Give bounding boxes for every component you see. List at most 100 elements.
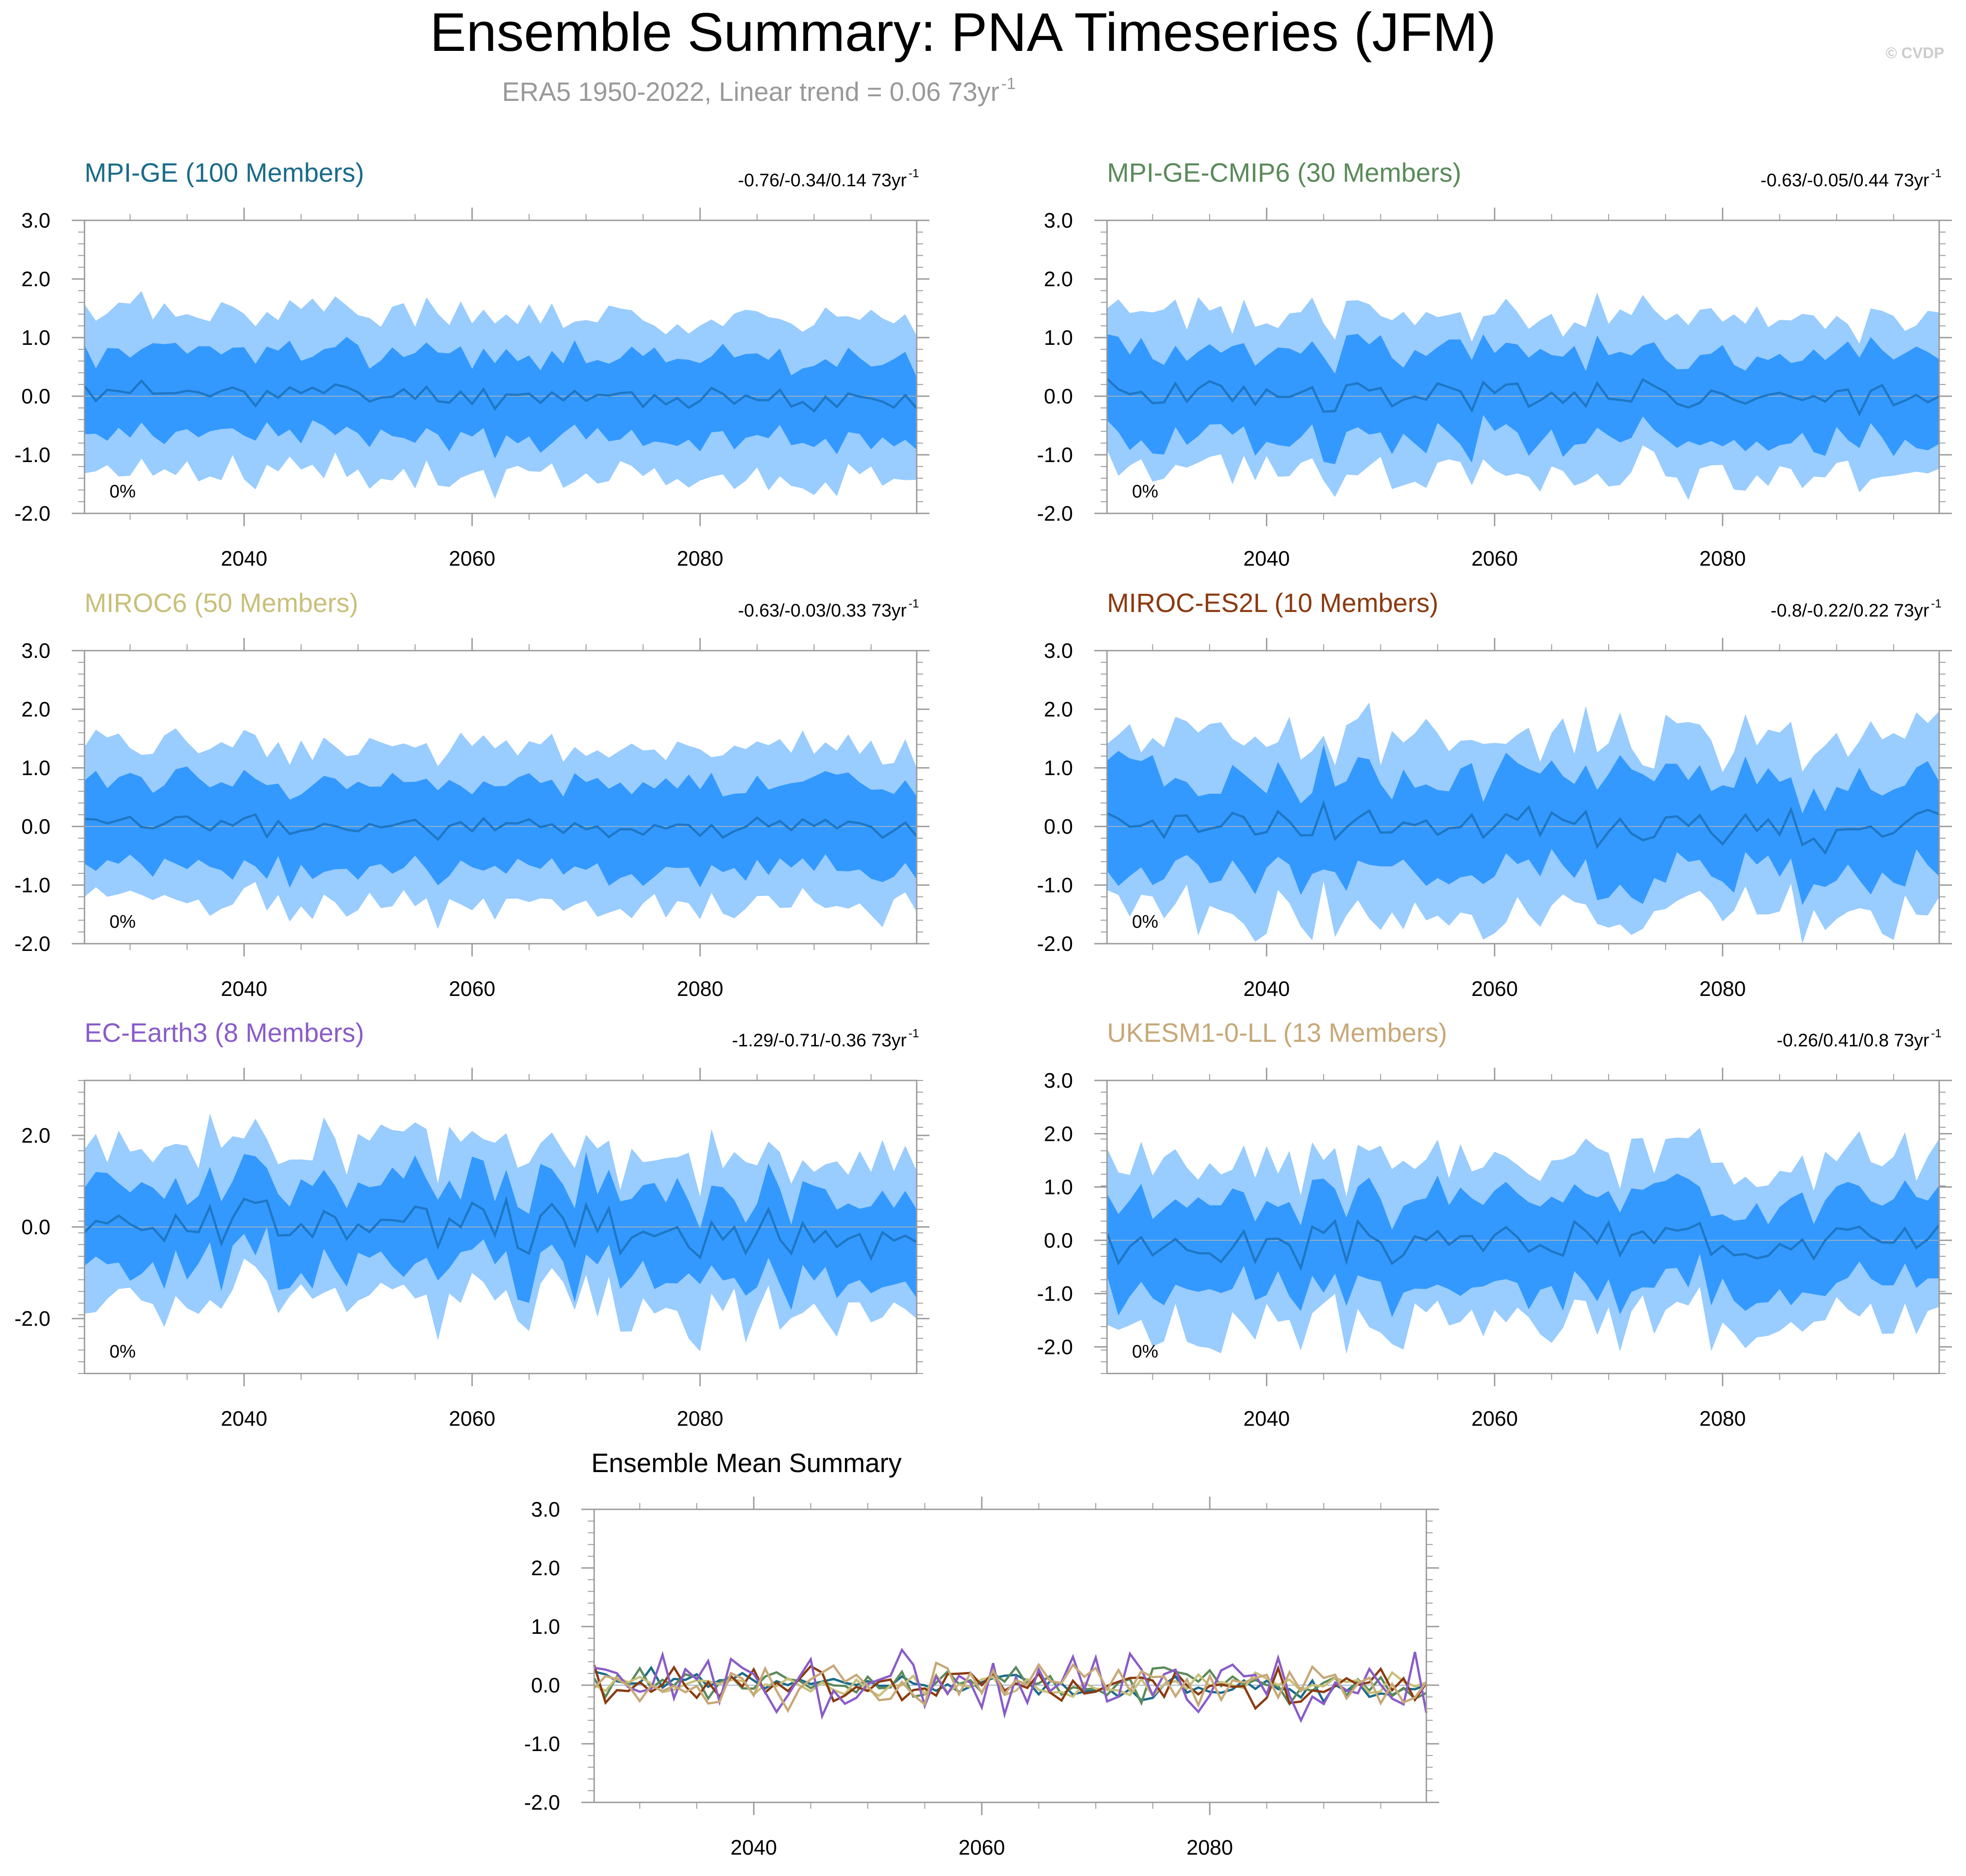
trend-label-sup: -1 [1931,597,1941,610]
y-tick-label: 3.0 [1044,639,1073,662]
y-tick-label: 0.0 [21,1215,50,1239]
y-tick-label: 2.0 [1044,1122,1073,1145]
percent-label: 0% [109,1342,136,1362]
x-tick-label: 2040 [1243,977,1290,1000]
x-tick-label: 2060 [958,1836,1005,1859]
y-tick-label: -1.0 [1037,873,1073,897]
x-tick-label: 2080 [1699,547,1746,570]
panel-title: MPI-GE-CMIP6 (30 Members) [1107,158,1461,188]
trend-label: -0.63/-0.03/0.33 73yr [738,601,907,621]
plot-frame [593,1508,1427,1803]
y-tick-label: 0.0 [1044,1229,1073,1252]
x-tick-label: 2060 [1471,977,1518,1000]
x-tick-label: 2040 [1243,547,1290,570]
percent-label: 0% [1132,482,1158,502]
panel-title: MPI-GE (100 Members) [84,158,364,188]
y-tick-label: -2.0 [15,932,50,955]
trend-label: -1.29/-0.71/-0.36 73yr [732,1030,907,1050]
trend-label-sup: -1 [909,1026,919,1040]
ensemble-mean-line [84,1195,918,1261]
inner-band [1107,744,1939,906]
y-tick-label: 3.0 [531,1498,560,1521]
x-tick-label: 2040 [730,1836,777,1859]
x-tick-label: 2040 [1243,1407,1290,1430]
percent-label: 0% [109,482,136,502]
y-tick-label: 1.0 [21,756,50,780]
y-tick-label: -2.0 [1037,1335,1073,1358]
y-tick-label: -2.0 [15,1307,50,1330]
y-tick-label: 3.0 [1044,1069,1073,1092]
ensemble-mean-line [1106,378,1940,417]
subtitle-text: ERA5 1950-2022, Linear trend = 0.06 73yr [502,77,999,107]
y-tick-label: 2.0 [1044,697,1073,721]
y-tick-label: -1.0 [15,873,50,897]
y-tick-label: -2.0 [15,502,50,525]
y-tick-label: 0.0 [1044,384,1073,408]
plot-frame [1106,1080,1940,1374]
y-tick-label: -2.0 [1037,502,1073,525]
ensemble-mean-line [1106,1219,1940,1271]
y-tick-label: -2.0 [524,1791,560,1814]
plot-frame [1106,219,1940,514]
panel-7: Ensemble Mean Summary -2.0 -1.0 0.0 1.0 2.0 3.… [524,1448,1439,1859]
trend-label-sup: -1 [1931,166,1941,180]
y-tick-label: 0.0 [1044,815,1073,838]
panel-title: UKESM1-0-LL (13 Members) [1107,1018,1447,1048]
percent-label: 0% [1132,1342,1158,1362]
y-tick-label: 2.0 [21,697,50,721]
trend-label-sup: -1 [909,597,919,610]
trend-label: -0.76/-0.34/0.14 73yr [738,170,907,190]
panel-1: MPI-GE (100 Members) -0.76/-0.34/0.14 73y… [15,158,929,570]
y-tick-label: 0.0 [531,1673,560,1697]
figure-title: Ensemble Summary: PNA Timeseries (JFM) [430,2,1496,63]
x-tick-label: 2080 [1187,1836,1233,1859]
trend-label: -0.26/0.41/0.8 73yr [1777,1030,1929,1050]
x-tick-label: 2040 [221,1407,267,1430]
panel-title: MIROC6 (50 Members) [84,588,358,618]
y-tick-label: 0.0 [21,384,50,408]
x-tick-label: 2060 [449,547,495,570]
y-tick-label: 3.0 [21,209,50,232]
y-tick-label: -1.0 [524,1732,560,1756]
x-tick-label: 2080 [677,547,723,570]
x-tick-label: 2040 [221,547,267,570]
y-tick-label: -1.0 [1037,1282,1073,1305]
panel-title: EC-Earth3 (8 Members) [84,1018,364,1048]
x-tick-label: 2040 [221,977,267,1000]
y-tick-label: 3.0 [1044,209,1073,232]
y-tick-label: 2.0 [21,1124,50,1147]
ensemble-mean-line [1106,800,1940,855]
panels: MPI-GE (100 Members) -0.76/-0.34/0.14 73y… [15,158,1952,1859]
percent-label: 0% [109,912,136,932]
percent-label: 0% [1132,912,1158,932]
inner-band [84,1152,917,1310]
panel-4: MIROC-ES2L (10 Members) -0.8/-0.22/0.22 7… [1037,588,1952,1000]
trend-label-sup: -1 [1931,1026,1941,1040]
y-tick-label: 2.0 [531,1556,560,1580]
y-tick-label: 1.0 [21,326,50,349]
series-line-ukesm1-0-ll [593,1661,1428,1713]
y-tick-label: 1.0 [531,1615,560,1638]
y-tick-label: -1.0 [15,443,50,467]
y-tick-label: -2.0 [1037,932,1073,955]
x-tick-label: 2060 [1471,1407,1518,1430]
x-tick-label: 2060 [1471,547,1518,570]
plot-frame [1106,650,1940,945]
y-tick-label: 0.0 [21,815,50,838]
x-tick-label: 2080 [1699,977,1746,1000]
y-tick-label: 2.0 [1044,267,1073,291]
panel-6: UKESM1-0-LL (13 Members) -0.26/0.41/0.8 7… [1037,1018,1952,1430]
y-tick-label: 1.0 [1044,326,1073,349]
x-tick-label: 2060 [449,1407,495,1430]
subtitle-superscript: -1 [1001,74,1016,93]
panel-3: MIROC6 (50 Members) -0.63/-0.03/0.33 73yr… [15,588,929,1000]
panel-title: MIROC-ES2L (10 Members) [1107,588,1438,618]
x-tick-label: 2080 [1699,1407,1746,1430]
figure-subtitle: ERA5 1950-2022, Linear trend = 0.06 73yr [502,77,999,107]
y-tick-label: 1.0 [1044,756,1073,780]
x-tick-label: 2060 [449,977,495,1000]
series-line-ec-earth3 [594,1647,1428,1723]
y-tick-label: 3.0 [21,639,50,662]
x-tick-label: 2080 [677,1407,723,1430]
